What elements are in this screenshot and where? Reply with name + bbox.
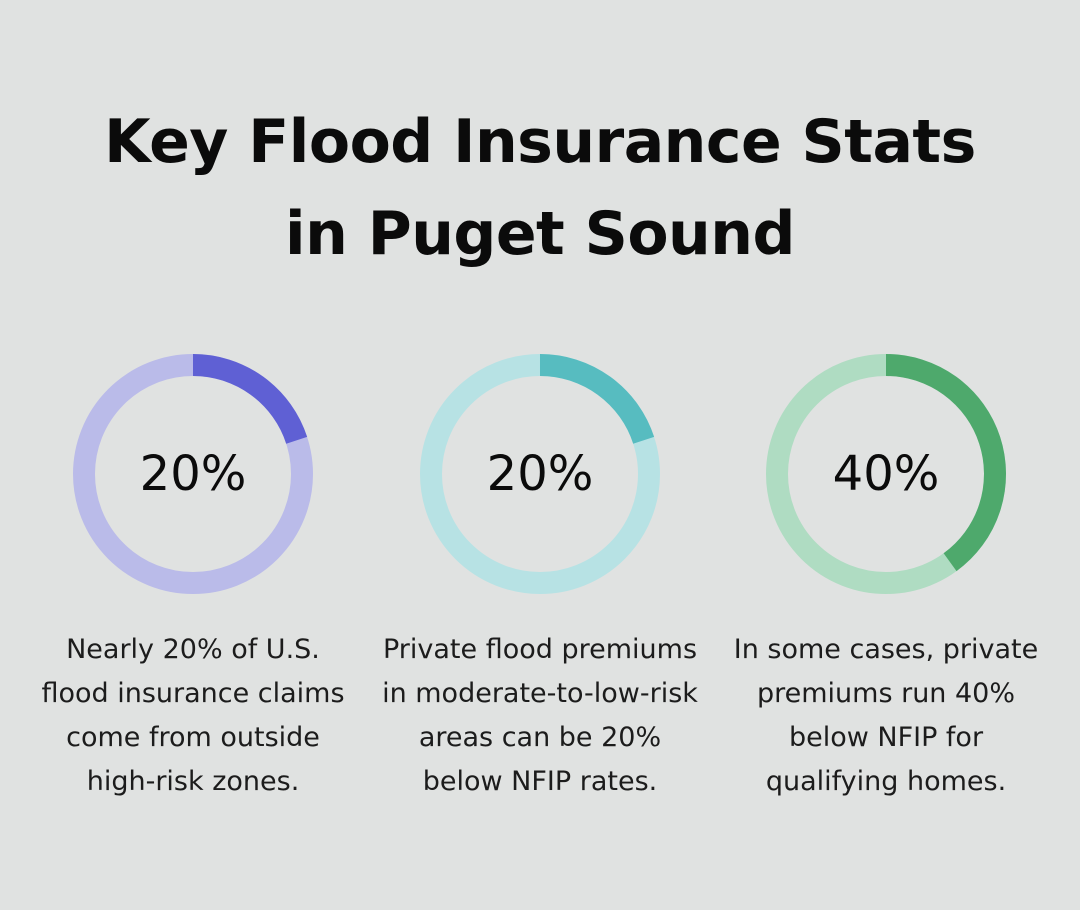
donut-chart-1: 20% bbox=[71, 352, 315, 596]
title-line-1: Key Flood Insurance Stats bbox=[104, 107, 976, 177]
donut-arc-3 bbox=[885, 354, 1006, 572]
stat-value-3: 40% bbox=[832, 446, 940, 502]
donut-svg-1 bbox=[73, 354, 313, 594]
stat-value-2: 20% bbox=[486, 446, 594, 502]
stat-description-3: In some cases, private premiums run 40% … bbox=[733, 634, 1039, 797]
title-line-2: in Puget Sound bbox=[285, 199, 795, 269]
donut-arc-2 bbox=[539, 354, 655, 445]
stat-card-3: 40% In some cases, private premiums run … bbox=[716, 352, 1056, 804]
donut-chart-3: 40% bbox=[764, 352, 1008, 596]
stat-card-1: 20% Nearly 20% of U.S. flood insurance c… bbox=[23, 352, 363, 804]
donut-arc-1 bbox=[192, 354, 308, 445]
stat-description-1: Nearly 20% of U.S. flood insurance claim… bbox=[41, 634, 345, 797]
page-title: Key Flood Insurance Stats in Puget Sound bbox=[0, 96, 1080, 280]
stat-description-2: Private flood premiums in moderate-to-lo… bbox=[382, 634, 698, 797]
stat-value-1: 20% bbox=[139, 446, 247, 502]
donut-svg-3 bbox=[766, 354, 1006, 594]
donut-chart-2: 20% bbox=[418, 352, 662, 596]
stat-card-2: 20% Private flood premiums in moderate-t… bbox=[370, 352, 710, 804]
donut-svg-2 bbox=[420, 354, 660, 594]
